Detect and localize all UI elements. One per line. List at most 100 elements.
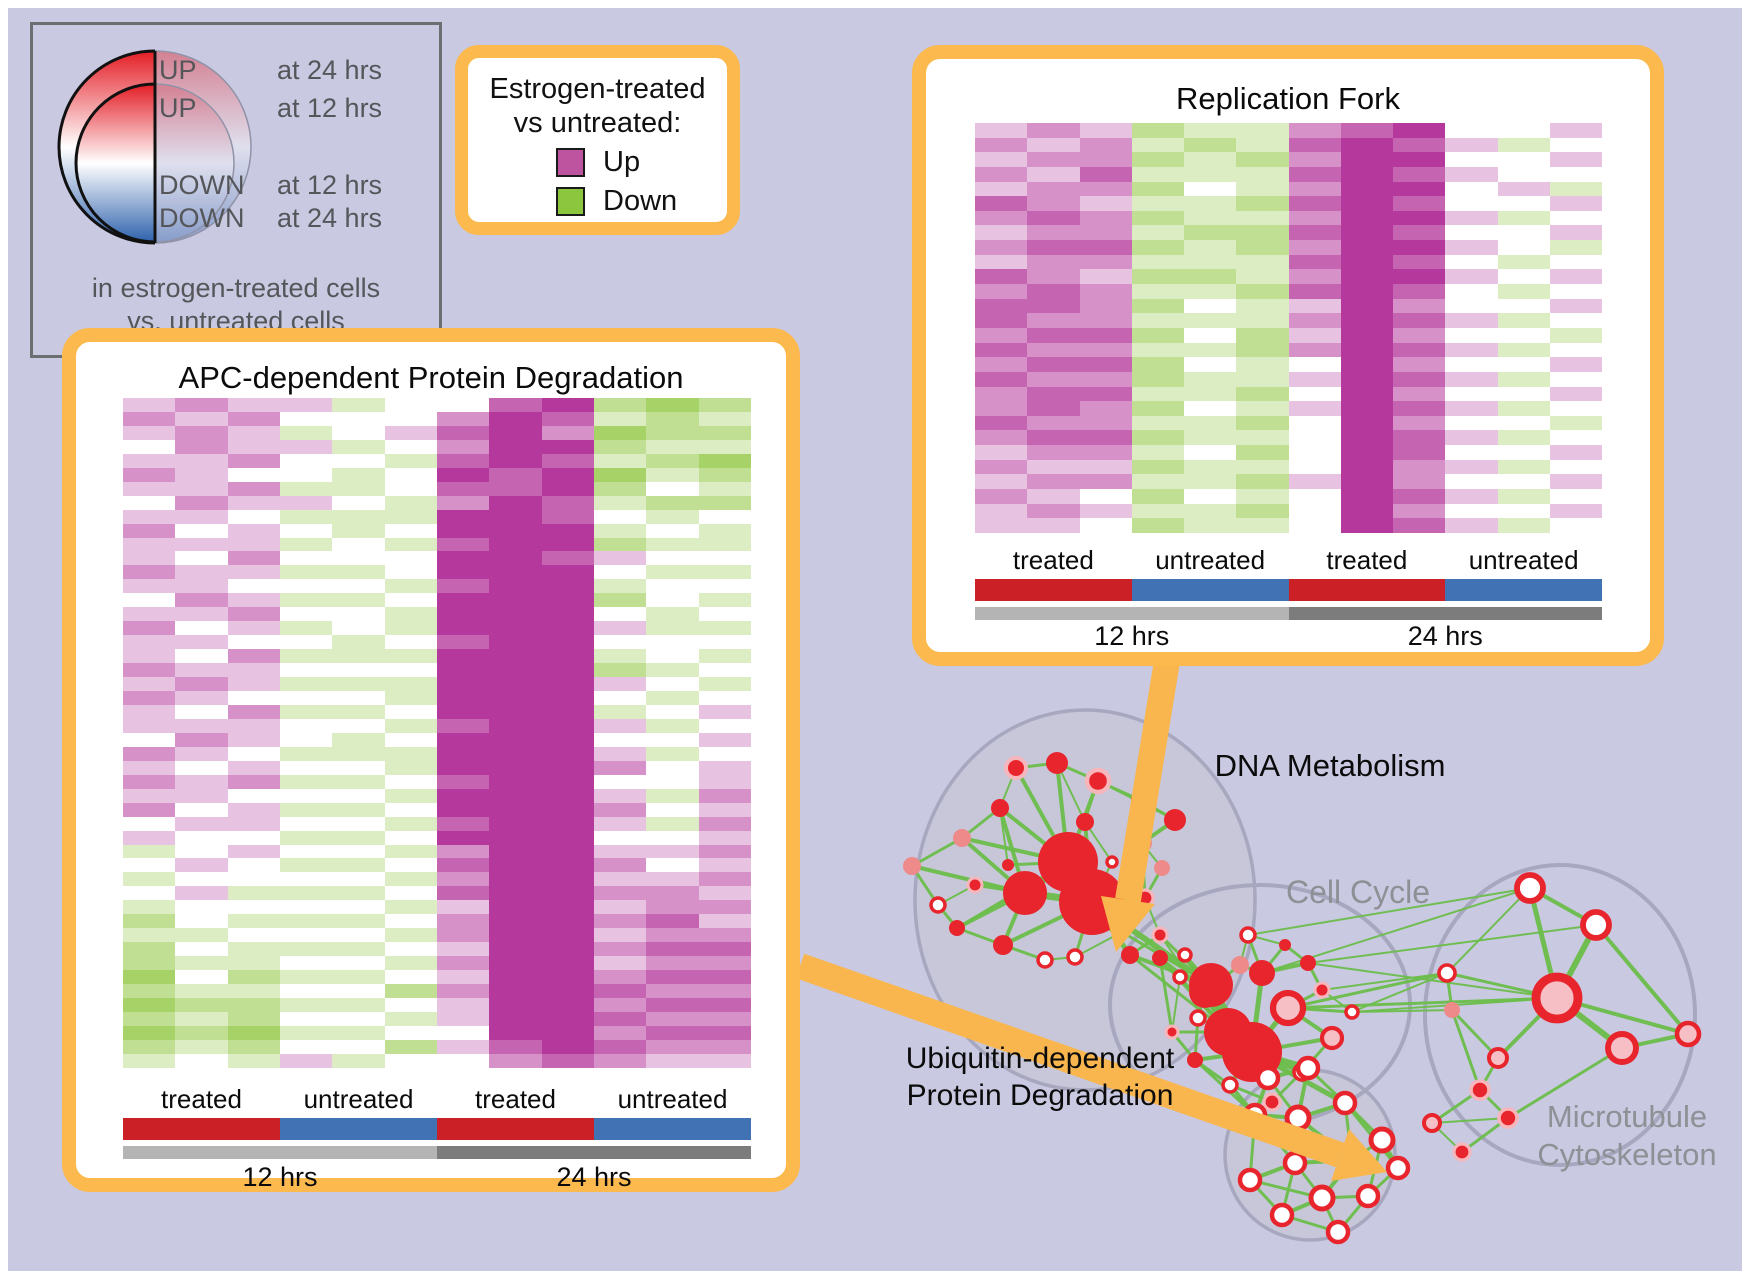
- heatmap-cell: [1236, 518, 1289, 533]
- heatmap-cell: [975, 284, 1028, 299]
- heatmap-cell: [227, 663, 280, 678]
- heatmap-cell: [646, 635, 699, 650]
- heatmap-cell: [123, 830, 176, 845]
- heatmap-cell: [384, 872, 437, 887]
- heatmap-cell: [1549, 123, 1602, 138]
- heatmap-cell: [975, 327, 1028, 343]
- heatmap-row: [123, 886, 751, 901]
- heatmap-cell: [123, 802, 176, 817]
- heatmap-cell: [1236, 386, 1289, 402]
- gene-node-solid: [993, 935, 1013, 955]
- heatmap-cell: [227, 677, 280, 692]
- heatmap-cell: [1236, 503, 1289, 519]
- heatmap-cell: [123, 551, 176, 566]
- heatmap-cell: [384, 495, 437, 510]
- heatmap-cell: [332, 718, 385, 733]
- heatmap-cell: [123, 816, 176, 831]
- heatmap-cell: [698, 495, 751, 510]
- heatmap-cell: [646, 788, 699, 803]
- gene-node-pinkc: [1605, 1031, 1639, 1065]
- heatmap-cell: [175, 900, 228, 915]
- heatmap-cell: [1131, 225, 1184, 241]
- time-label: 24 hrs: [1407, 621, 1483, 651]
- heatmap-cell: [227, 816, 280, 831]
- heatmap-cell: [332, 844, 385, 859]
- heatmap-cell: [593, 621, 647, 636]
- heatmap-cell: [489, 774, 542, 789]
- heatmap-cell: [175, 718, 228, 733]
- heatmap-row: [123, 607, 751, 622]
- heatmap-cell: [1027, 518, 1080, 533]
- heatmap-cell: [175, 942, 228, 957]
- heatmap-cell: [1497, 152, 1550, 167]
- heatmap-cell: [279, 872, 333, 887]
- heatmap-cell: [975, 313, 1028, 328]
- heatmap-cell: [1027, 210, 1080, 226]
- heatmap-cell: [1445, 269, 1498, 285]
- apc-heatmap: [123, 398, 751, 1068]
- heatmap-cell: [332, 509, 385, 524]
- heatmap-cell: [332, 523, 385, 538]
- heatmap-cell: [1497, 430, 1550, 446]
- heatmap-cell: [975, 196, 1028, 211]
- heatmap-cell: [175, 453, 228, 468]
- heatmap-cell: [384, 398, 437, 412]
- heatmap-cell: [1027, 342, 1080, 358]
- heatmap-cell: [1184, 430, 1237, 446]
- heatmap-cell: [698, 439, 751, 454]
- heatmap-cell: [1549, 430, 1602, 446]
- heatmap-cell: [698, 621, 751, 636]
- heatmap-cell: [123, 495, 176, 510]
- heatmap-cell: [593, 928, 647, 943]
- time-color-bar: [1288, 607, 1602, 620]
- heatmap-row: [123, 970, 751, 985]
- heatmap-cell: [646, 593, 699, 608]
- heatmap-cell: [227, 732, 280, 747]
- heatmap-cell: [1549, 474, 1602, 490]
- heatmap-cell: [975, 269, 1028, 285]
- heatmap-row: [123, 956, 751, 971]
- heatmap-cell: [227, 439, 280, 454]
- heatmap-cell: [227, 774, 280, 789]
- heatmap-cell: [175, 774, 228, 789]
- heatmap-cell: [1549, 254, 1602, 270]
- heatmap-cell: [593, 523, 647, 538]
- heatmap-row: [123, 844, 751, 859]
- heatmap-cell: [1079, 152, 1132, 167]
- heatmap-cell: [1236, 166, 1289, 182]
- heatmap-cell: [175, 691, 228, 705]
- heatmap-row: [123, 663, 751, 678]
- heatmap-cell: [332, 411, 385, 426]
- heatmap-cell: [1079, 327, 1132, 343]
- heatmap-cell: [123, 649, 176, 664]
- heatmap-row: [975, 489, 1602, 504]
- heatmap-row: [123, 551, 751, 566]
- heatmap-row: [123, 942, 751, 957]
- heatmap-cell: [975, 518, 1028, 533]
- heatmap-cell: [1288, 357, 1341, 372]
- heatmap-cell: [593, 398, 647, 412]
- heatmap-cell: [332, 635, 385, 650]
- heatmap-cell: [1445, 254, 1498, 270]
- heatmap-cell: [1079, 196, 1132, 211]
- network-edge: [1287, 971, 1448, 1010]
- heatmap-cell: [1184, 240, 1237, 255]
- gene-node-whitec: [1172, 969, 1188, 985]
- heatmap-cell: [1079, 518, 1132, 533]
- heatmap-row: [123, 635, 751, 650]
- heatmap-cell: [1288, 210, 1341, 226]
- heatmap-cell: [175, 439, 228, 454]
- heatmap-cell: [1393, 166, 1446, 182]
- heatmap-cell: [593, 509, 647, 524]
- heatmap-cell: [279, 1025, 333, 1040]
- heatmap-cell: [123, 621, 176, 636]
- heatmap-cell: [436, 509, 490, 524]
- heatmap-cell: [975, 430, 1028, 446]
- heatmap-cell: [698, 453, 751, 468]
- network-edge: [1507, 1046, 1623, 1120]
- rf-time-bars: [975, 607, 1602, 620]
- network-edge: [1307, 924, 1597, 964]
- heatmap-cell: [227, 1039, 280, 1054]
- heatmap-cell: [279, 802, 333, 817]
- heatmap-cell: [489, 481, 542, 496]
